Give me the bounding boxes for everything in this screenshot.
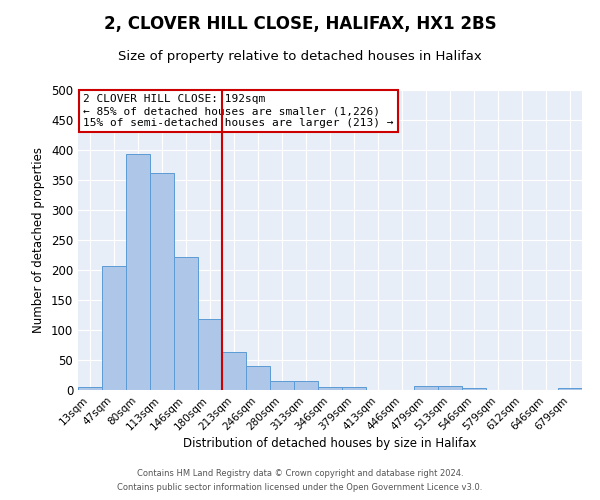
Text: Contains HM Land Registry data © Crown copyright and database right 2024.: Contains HM Land Registry data © Crown c… <box>137 468 463 477</box>
Bar <box>342 387 366 390</box>
Bar <box>270 381 294 390</box>
Bar <box>462 388 486 390</box>
X-axis label: Distribution of detached houses by size in Halifax: Distribution of detached houses by size … <box>183 438 477 450</box>
Bar <box>414 386 438 390</box>
Bar <box>174 257 198 390</box>
Bar <box>198 319 222 390</box>
Bar <box>150 173 174 390</box>
Y-axis label: Number of detached properties: Number of detached properties <box>32 147 46 333</box>
Text: Size of property relative to detached houses in Halifax: Size of property relative to detached ho… <box>118 50 482 63</box>
Bar <box>102 266 126 390</box>
Bar <box>246 366 270 390</box>
Text: 2, CLOVER HILL CLOSE, HALIFAX, HX1 2BS: 2, CLOVER HILL CLOSE, HALIFAX, HX1 2BS <box>104 15 496 33</box>
Bar <box>222 352 246 390</box>
Bar <box>318 387 342 390</box>
Bar <box>126 154 150 390</box>
Text: Contains public sector information licensed under the Open Government Licence v3: Contains public sector information licen… <box>118 484 482 492</box>
Bar <box>558 388 582 390</box>
Bar <box>78 387 102 390</box>
Bar <box>294 381 318 390</box>
Text: 2 CLOVER HILL CLOSE: 192sqm
← 85% of detached houses are smaller (1,226)
15% of : 2 CLOVER HILL CLOSE: 192sqm ← 85% of det… <box>83 94 394 128</box>
Bar <box>438 386 462 390</box>
